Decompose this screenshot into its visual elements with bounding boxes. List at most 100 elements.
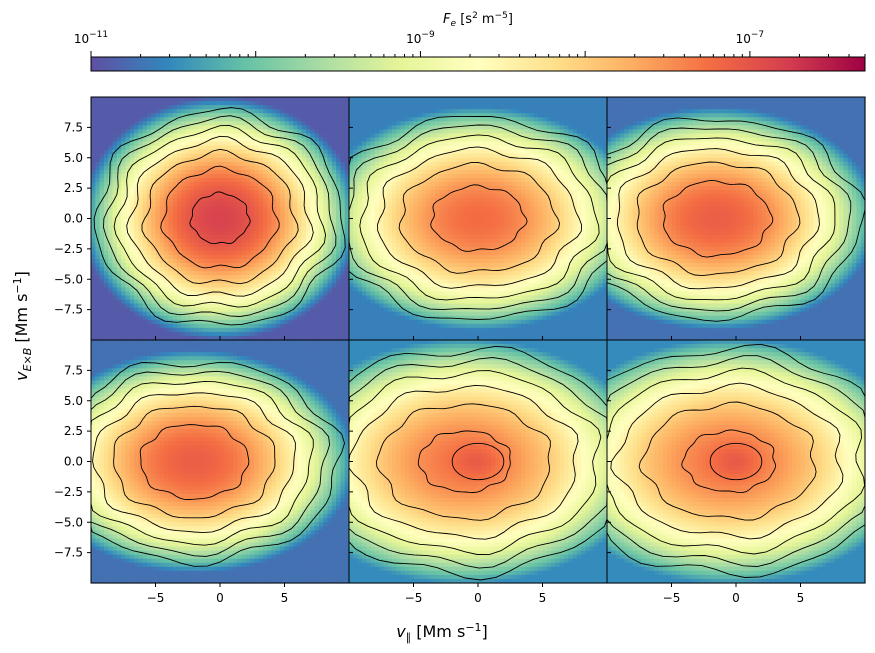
heatmap-cell (108, 279, 113, 284)
heatmap-cell (100, 121, 105, 126)
heatmap-cell (138, 275, 143, 280)
heatmap-cell (160, 206, 165, 211)
heatmap-cell (332, 121, 337, 126)
heatmap-cell (319, 235, 324, 240)
heatmap-cell (242, 162, 247, 167)
heatmap-cell (285, 279, 290, 284)
heatmap-cell (272, 117, 277, 122)
heatmap-cell (276, 166, 281, 171)
heatmap-cell (233, 231, 238, 236)
heatmap-cell (246, 194, 251, 199)
heatmap-cell (147, 101, 152, 106)
heatmap-cell (203, 255, 208, 260)
heatmap-cell (315, 150, 320, 155)
heatmap-cell (186, 251, 191, 256)
heatmap-cell (216, 206, 221, 211)
heatmap-cell (186, 186, 191, 191)
heatmap-cell (194, 97, 199, 102)
heatmap-cell (340, 182, 345, 187)
heatmap-cell (117, 101, 122, 106)
heatmap-cell (276, 121, 281, 126)
heatmap-cell (177, 275, 182, 280)
heatmap-cell (285, 259, 290, 264)
heatmap-cell (190, 283, 195, 288)
heatmap-cell (194, 186, 199, 191)
heatmap-cell (289, 267, 294, 272)
heatmap-cell (143, 251, 148, 256)
heatmap-cell (216, 251, 221, 256)
heatmap-cell (280, 255, 285, 260)
heatmap-cell (211, 202, 216, 207)
heatmap-cell (216, 170, 221, 175)
heatmap-cell (151, 206, 156, 211)
heatmap-cell (276, 117, 281, 122)
heatmap-cell (306, 227, 311, 232)
heatmap-cell (108, 133, 113, 138)
heatmap-cell (143, 263, 148, 268)
heatmap-cell (151, 214, 156, 219)
heatmap-cell (160, 117, 165, 122)
heatmap-cell (151, 239, 156, 244)
heatmap-cell (336, 223, 341, 228)
heatmap-cell (151, 113, 156, 118)
heatmap-cell (267, 206, 272, 211)
heatmap-cell (272, 138, 277, 143)
heatmap-cell (328, 198, 333, 203)
heatmap-cell (95, 125, 100, 130)
colorbar-label: Fe [s2 m−5] (443, 11, 513, 29)
heatmap-cell (328, 271, 333, 276)
heatmap-cell (267, 174, 272, 179)
heatmap-cell (164, 243, 169, 248)
heatmap-cell (259, 227, 264, 232)
heatmap-cell (293, 206, 298, 211)
heatmap-cell (323, 279, 328, 284)
heatmap-cell (280, 267, 285, 272)
heatmap-cell (237, 255, 242, 260)
heatmap-cell (108, 109, 113, 114)
heatmap-cell (173, 158, 178, 163)
heatmap-cell (95, 255, 100, 260)
heatmap-cell (91, 117, 96, 122)
heatmap-cell (246, 101, 251, 106)
heatmap-cell (181, 243, 186, 248)
heatmap-cell (328, 227, 333, 232)
heatmap-cell (220, 158, 225, 163)
heatmap-cell (113, 101, 118, 106)
heatmap-cell (306, 190, 311, 195)
heatmap-cell (156, 279, 161, 284)
heatmap-cell (190, 150, 195, 155)
heatmap-cell (336, 158, 341, 163)
heatmap-cell (319, 231, 324, 236)
heatmap-cell (259, 133, 264, 138)
heatmap-cell (229, 178, 234, 183)
heatmap-cell (259, 275, 264, 280)
heatmap-cell (254, 154, 259, 159)
heatmap-cell (250, 263, 255, 268)
heatmap-cell (340, 146, 345, 151)
heatmap-cell (302, 117, 307, 122)
heatmap-cell (216, 174, 221, 179)
heatmap-cell (229, 154, 234, 159)
heatmap-cell (259, 214, 264, 219)
heatmap-cell (117, 121, 122, 126)
heatmap-cell (134, 267, 139, 272)
heatmap-cell (108, 97, 113, 102)
heatmap-cell (173, 251, 178, 256)
heatmap-cell (121, 219, 126, 224)
heatmap-cell (310, 121, 315, 126)
heatmap-cell (229, 186, 234, 191)
heatmap-cell (168, 105, 173, 110)
heatmap-cell (138, 263, 143, 268)
heatmap-cell (254, 142, 259, 147)
heatmap-cell (224, 129, 229, 134)
heatmap-cell (336, 231, 341, 236)
heatmap-cell (147, 190, 152, 195)
heatmap-cell (117, 227, 122, 232)
heatmap-cell (100, 275, 105, 280)
heatmap-cell (267, 247, 272, 252)
heatmap-cell (310, 271, 315, 276)
heatmap-cell (186, 97, 191, 102)
heatmap-cell (181, 121, 186, 126)
heatmap-cell (220, 186, 225, 191)
heatmap-cell (259, 178, 264, 183)
